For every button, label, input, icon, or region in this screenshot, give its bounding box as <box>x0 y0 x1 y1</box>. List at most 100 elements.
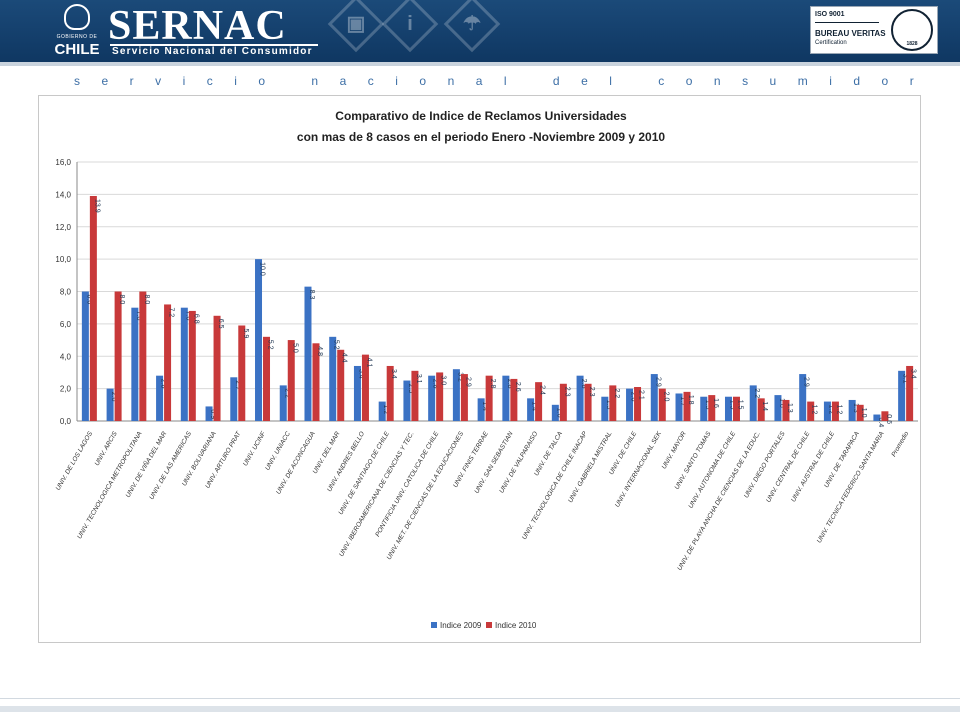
bar-value-label: 2.8 <box>580 379 587 389</box>
bar-value-label: 1.0 <box>860 408 867 418</box>
y-tick-label: 4,0 <box>60 352 72 361</box>
bar-2009 <box>502 375 510 421</box>
bar-value-label: 2.2 <box>613 388 620 398</box>
legend-swatch-2010 <box>486 622 492 628</box>
bar-2010 <box>485 375 493 421</box>
chart-title: Comparativo de Indice de Reclamos Univer… <box>335 109 627 123</box>
bar-value-label: 2.4 <box>539 385 546 395</box>
bar-2010 <box>831 401 839 421</box>
bar-2009 <box>601 396 609 421</box>
category-label: UNIV. AUTONOMA DE CHILE <box>687 430 737 510</box>
tagline-letter: e <box>101 74 109 88</box>
bar-2010 <box>807 401 815 421</box>
bar-value-label: 3.4 <box>390 369 397 379</box>
bar-2009 <box>156 375 164 421</box>
footer-band <box>0 706 960 712</box>
bar-value-label: 4.1 <box>365 358 372 368</box>
bar-value-label: 1.5 <box>704 400 711 410</box>
bar-2010 <box>263 336 271 421</box>
bar-2010 <box>238 325 246 421</box>
bar-value-label: 7.0 <box>135 311 142 321</box>
tagline-letter: n <box>713 74 721 88</box>
bar-value-label: 1.3 <box>852 403 859 413</box>
bar-2009 <box>353 365 361 421</box>
bar-2010 <box>757 398 765 421</box>
category-label: UNIV. UCINF <box>242 430 268 468</box>
bar-value-label: 0.6 <box>885 414 892 424</box>
brand-subtitle: Servicio Nacional del Consumidor <box>112 46 313 57</box>
bar-2009 <box>304 286 312 421</box>
bar-2009 <box>774 395 782 421</box>
category-label: UNIV. DE SANTIAGO DE CHILE <box>337 430 391 516</box>
y-tick-label: 6,0 <box>60 320 72 329</box>
y-tick-label: 10,0 <box>55 255 71 264</box>
bar-2009 <box>650 374 658 421</box>
category-label: UNIV. INTERNACIONAL SEK <box>614 430 663 509</box>
bar-2010 <box>510 378 518 421</box>
bar-2009 <box>131 307 139 421</box>
bar-value-label: 6.5 <box>217 319 224 329</box>
bar-value-label: 8.0 <box>118 295 125 305</box>
legend-label: Indice 2009 <box>440 621 482 630</box>
y-tick-label: 8,0 <box>60 288 72 297</box>
bar-value-label: 1.2 <box>835 405 842 415</box>
bar-2009 <box>428 375 436 421</box>
bar-2009 <box>898 370 906 421</box>
bar-value-label: 5.9 <box>242 328 249 338</box>
bar-2010 <box>460 374 468 421</box>
bar-2010 <box>114 291 122 421</box>
bar-value-label: 2.7 <box>234 380 241 390</box>
bar-value-label: 1.2 <box>827 405 834 415</box>
bar-2010 <box>188 310 196 421</box>
bar-value-label: 7.2 <box>168 307 175 317</box>
header-stripe <box>0 62 960 66</box>
bar-2010 <box>584 383 592 421</box>
gov-small-label: GOBIERNO DE <box>56 34 98 40</box>
category-label: UNIV. UNIACC <box>264 430 292 472</box>
tagline-letter: d <box>853 74 861 88</box>
legend-swatch-2009 <box>431 622 437 628</box>
tagline-letter: n <box>311 74 319 88</box>
category-label: Promedio <box>890 430 910 458</box>
tagline-letter: s <box>742 74 749 88</box>
bar-2010 <box>361 354 369 421</box>
bar-2009 <box>700 396 708 421</box>
bar-value-label: 3.4 <box>357 369 364 379</box>
header-bar: GOBIERNO DE CHILE SERNAC Servicio Nacion… <box>0 0 960 62</box>
bar-2010 <box>881 411 889 421</box>
bar-value-label: 1.8 <box>687 395 694 405</box>
cert-name-label: BUREAU VERITAS <box>815 29 886 38</box>
chart: Comparativo de Indice de Reclamos Univer… <box>55 109 918 630</box>
bar-2010 <box>386 365 394 421</box>
bar-value-label: 6.8 <box>192 314 199 324</box>
bar-2010 <box>436 372 444 421</box>
bar-2009 <box>576 375 584 421</box>
bar-2009 <box>205 406 213 421</box>
bar-value-label: 2.6 <box>514 382 521 392</box>
bar-2010 <box>634 387 642 421</box>
bar-value-label: 0.9 <box>209 409 216 419</box>
book-icon: ▣ <box>327 0 385 53</box>
tagline-letter <box>528 74 531 88</box>
tagline-letter: m <box>797 74 808 88</box>
bar-2009 <box>675 393 683 421</box>
bar-2009 <box>255 259 263 421</box>
bar-2010 <box>337 349 345 421</box>
bar-2009 <box>81 291 89 421</box>
bar-value-label: 2.9 <box>803 377 810 387</box>
certification-badge: ISO 9001 BUREAU VERITAS Certification 18… <box>810 6 938 54</box>
brand-underline <box>110 44 318 46</box>
bar-value-label: 3.0 <box>440 375 447 385</box>
tagline-letter: a <box>475 74 483 88</box>
gov-name-label: CHILE <box>54 41 100 58</box>
bar-2009 <box>799 374 807 421</box>
cert-rule <box>815 22 879 23</box>
bar-2010 <box>411 370 419 421</box>
bar-value-label: 2.0 <box>630 392 637 402</box>
tagline-letter: r <box>129 74 134 88</box>
bar-2010 <box>708 395 716 421</box>
bar-value-label: 3.1 <box>902 374 909 384</box>
bar-value-label: 1.5 <box>736 400 743 410</box>
cert-iso-label: ISO 9001 <box>815 11 845 18</box>
tagline-letter <box>287 74 290 88</box>
